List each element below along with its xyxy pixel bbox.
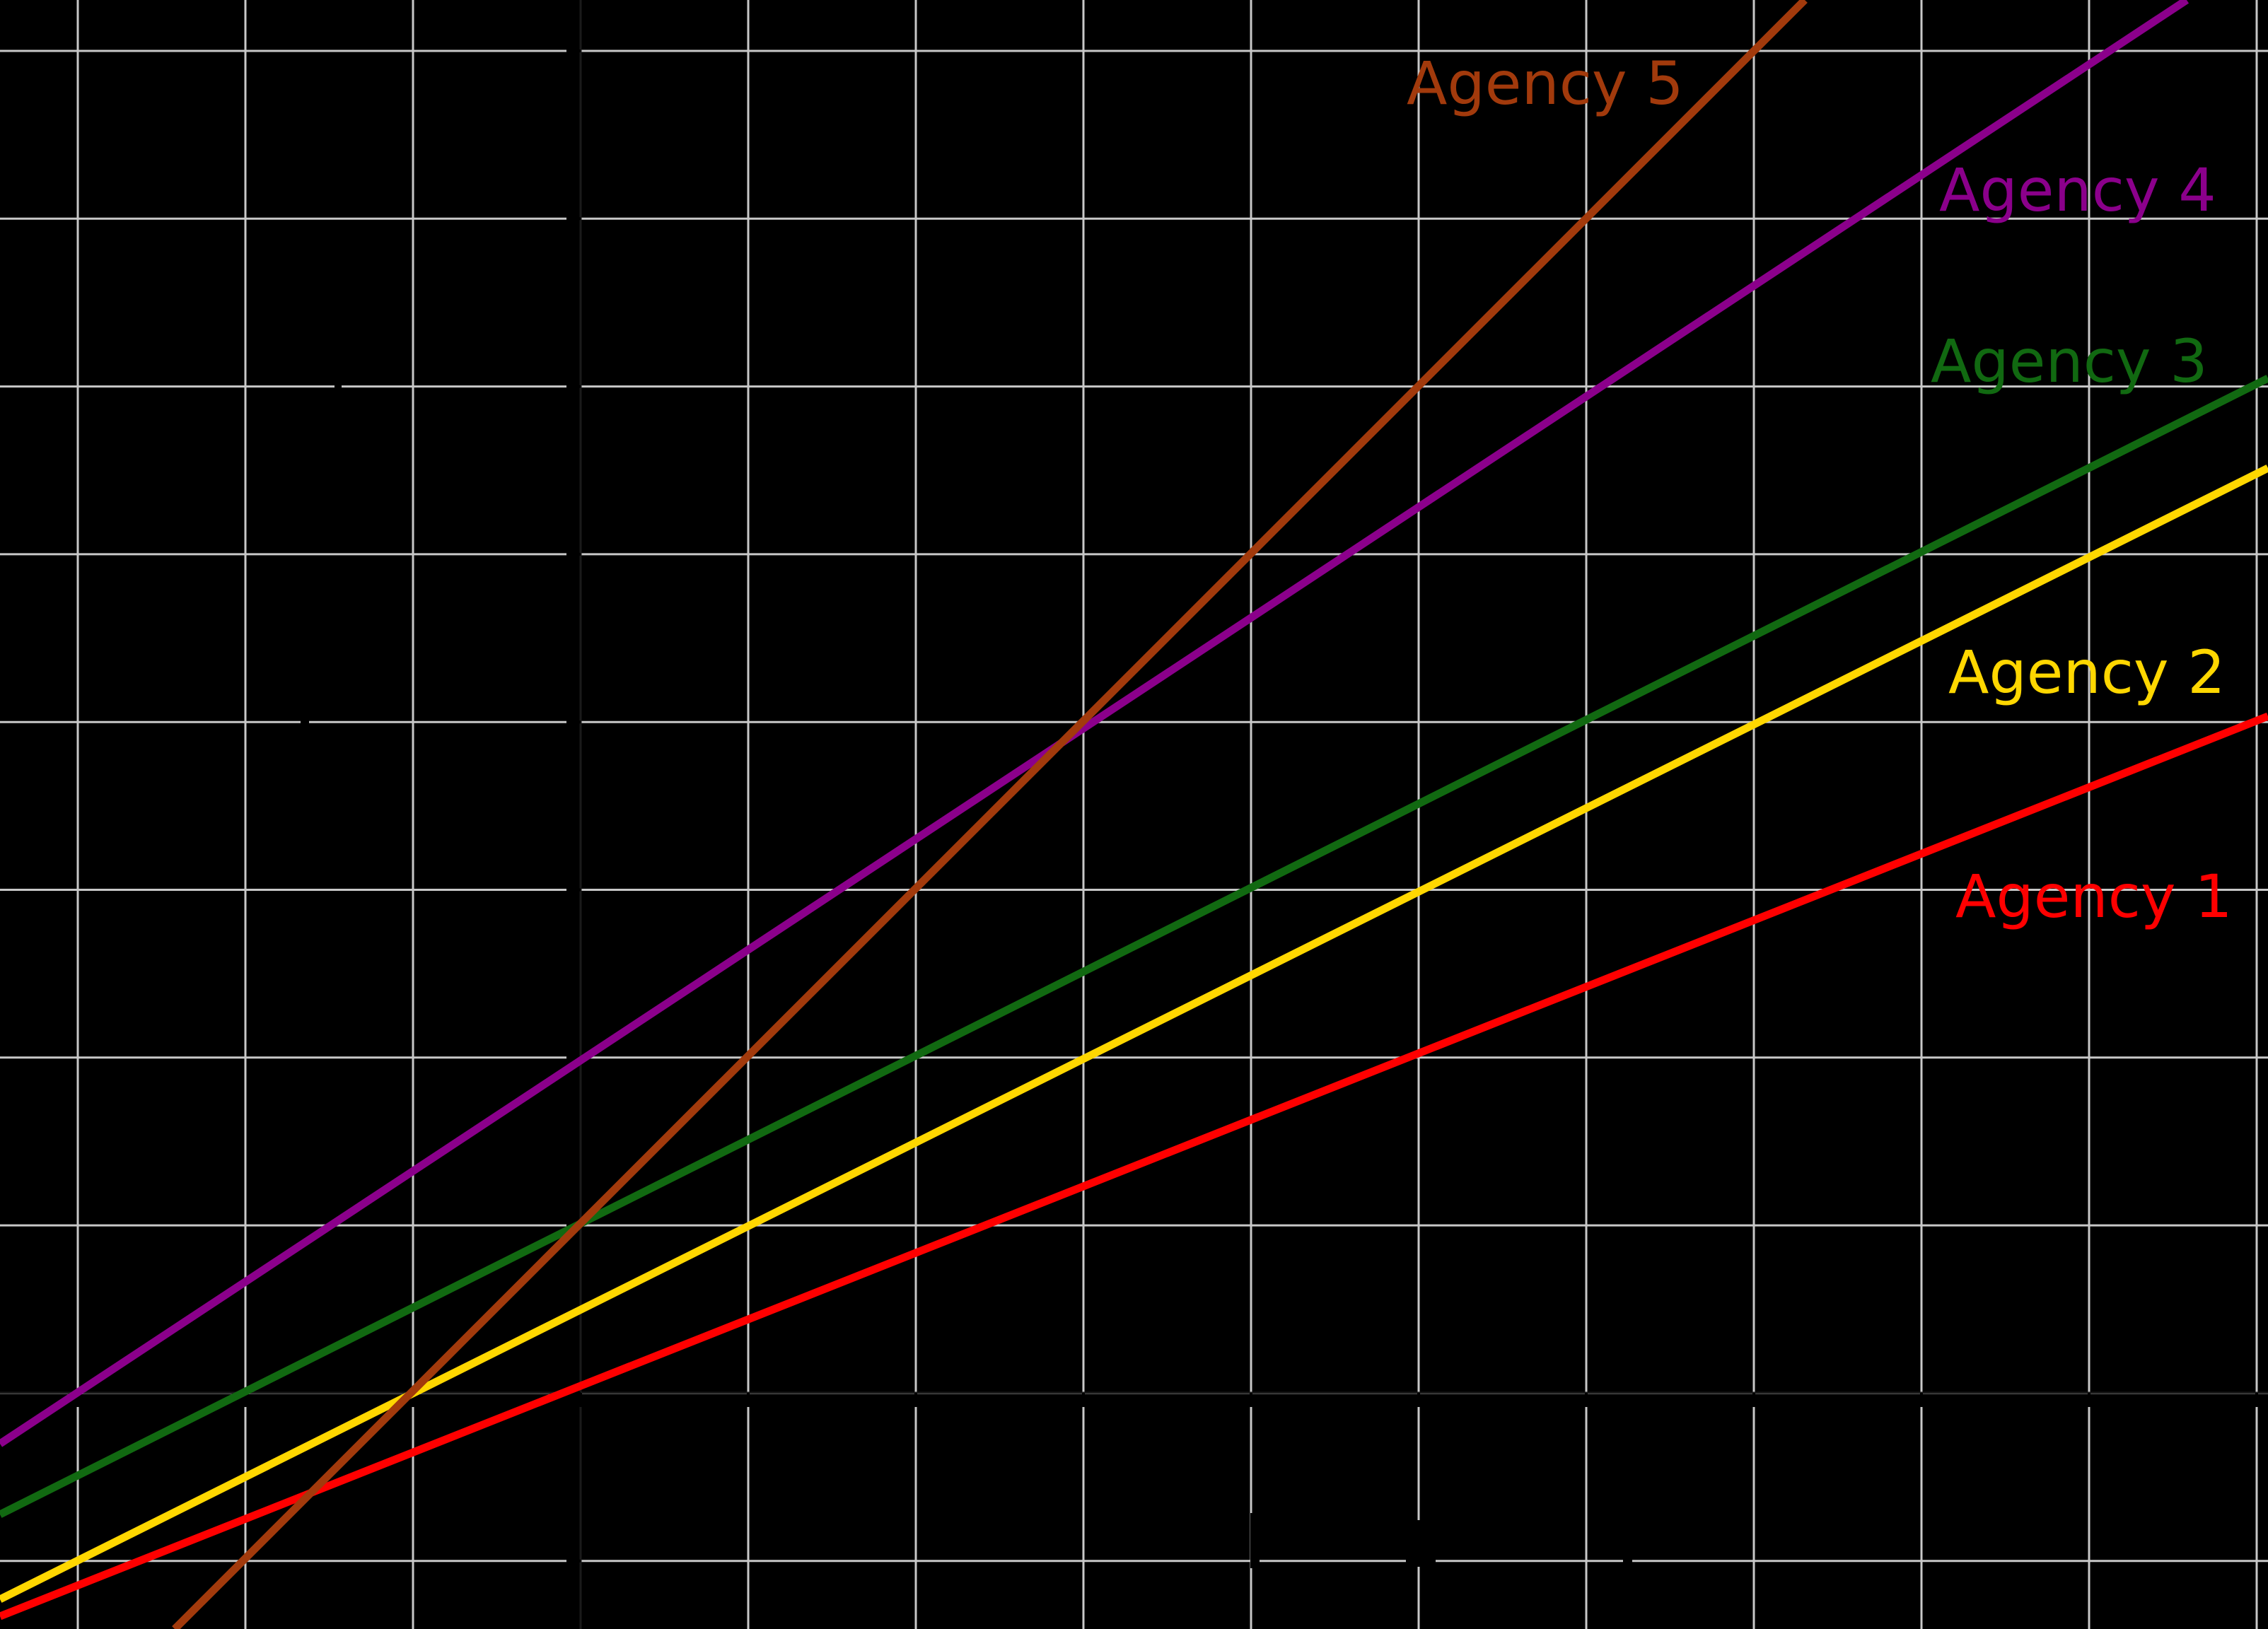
label-layer: Agency 1 Agency 2 Agency 3 Agency 4 Agen… [1407,49,2233,931]
axis-text-fragment [1623,1553,1632,1581]
series-label-agency-4: Agency 4 [1939,156,2216,225]
series-label-agency-3: Agency 3 [1931,327,2208,396]
series-line-agency-2 [0,465,2268,1603]
axis-text-fragment [1250,1513,1260,1568]
axis-text-fragment [301,718,309,725]
series-line-agency-4 [0,0,2190,1447]
series-label-agency-1: Agency 1 [1955,862,2233,931]
series-line-agency-5 [172,0,1808,1629]
series-label-agency-5: Agency 5 [1407,49,1684,118]
series-line-agency-3 [0,375,2268,1518]
axis-text-fragment [1406,1520,1436,1567]
axis-text-fragments [301,384,1632,1581]
series-line-agency-1 [0,712,2268,1621]
series-label-agency-2: Agency 2 [1948,638,2226,707]
axis-text-fragment [335,384,342,390]
